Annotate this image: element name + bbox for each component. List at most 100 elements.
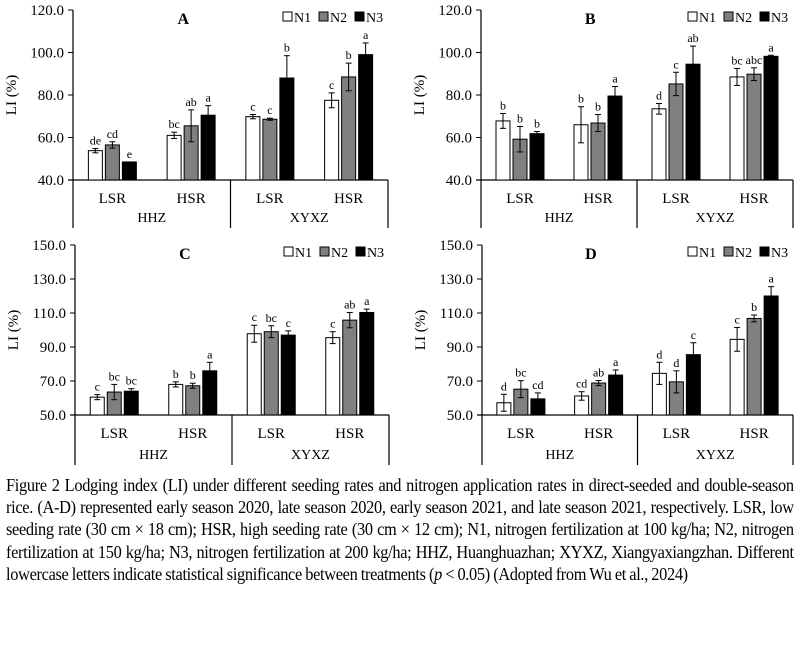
legend-label-n1: N1	[699, 246, 716, 261]
legend-label-n3: N3	[771, 11, 788, 26]
legend-label-n3: N3	[367, 246, 384, 261]
category-label: LSR	[662, 191, 690, 207]
y-tick-label: 80.0	[446, 88, 472, 104]
significance-letter: b	[190, 368, 196, 382]
significance-letter: bc	[126, 374, 137, 388]
panel-c: 50.0 70.0 90.0 110.0 130.0 150.0 LI (%) C N1 N2 N3…	[6, 238, 390, 465]
significance-letter: c	[330, 317, 335, 331]
category-label: LSR	[257, 426, 285, 442]
panel-a: 40.0 60.0 80.0 100.0 120.0 LI (%) A N1 N2 N3 LSR HS…	[4, 3, 389, 228]
bar-n1	[495, 120, 511, 181]
bar-n1	[651, 108, 667, 181]
category-label: LSR	[507, 426, 535, 442]
legend-label-n2: N2	[735, 246, 752, 261]
significance-letter: b	[500, 98, 506, 112]
significance-letter: a	[768, 272, 774, 286]
significance-letter: bc	[731, 53, 742, 67]
legend-swatch-n3	[355, 246, 366, 257]
category-label: HSR	[583, 191, 612, 207]
panel-title: C	[179, 246, 191, 263]
significance-letter: c	[286, 316, 291, 330]
category-label: LSR	[663, 426, 691, 442]
group-label: XYXZ	[696, 211, 735, 226]
y-tick-label: 130.0	[439, 272, 473, 288]
significance-letter: cd	[107, 127, 118, 141]
significance-letter: a	[207, 347, 213, 361]
y-axis-label: LI (%)	[413, 310, 429, 350]
significance-letter: a	[612, 72, 618, 86]
legend-swatch-n2	[319, 246, 330, 257]
significance-letter: d	[673, 356, 679, 370]
significance-letter: a	[363, 28, 369, 42]
y-tick-label: 70.0	[447, 374, 473, 390]
legend-label-n3: N3	[771, 246, 788, 261]
panel-b: 40.0 60.0 80.0 100.0 120.0 LI (%) B N1 N2 N3 LSR HS…	[412, 3, 794, 228]
bar-n3	[608, 374, 624, 416]
significance-letter: ab	[593, 365, 604, 379]
legend-label-n2: N2	[330, 11, 347, 26]
legend-label-n2: N2	[735, 11, 752, 26]
bar-n3	[763, 55, 779, 181]
panel-title: D	[585, 246, 597, 263]
significance-letter: ab	[344, 297, 355, 311]
significance-letter: cd	[532, 378, 543, 392]
significance-letter: c	[95, 380, 100, 394]
bar-n2	[185, 385, 201, 416]
significance-letter: a	[613, 355, 619, 369]
y-axis-label: LI (%)	[6, 310, 22, 350]
significance-letter: b	[578, 92, 584, 106]
bar-n3	[359, 311, 375, 416]
y-tick-label: 100.0	[438, 46, 472, 62]
bar-n1	[168, 383, 184, 416]
bar-n2	[262, 118, 278, 181]
bar-n1	[246, 333, 262, 416]
caption-text-2: < 0.05) (Adopted from Wu et al., 2024)	[441, 563, 688, 584]
group-label: HHZ	[139, 448, 168, 463]
significance-letter: bc	[266, 311, 277, 325]
significance-letter: b	[751, 300, 757, 314]
significance-letter: b	[173, 367, 179, 381]
category-label: HSR	[739, 191, 768, 207]
bar-n1	[729, 76, 745, 181]
y-tick-label: 50.0	[447, 408, 473, 424]
significance-letter: bc	[109, 369, 120, 383]
significance-letter: b	[517, 111, 523, 125]
figure-panels: 40.0 60.0 80.0 100.0 120.0 LI (%) A N1 N2 N3 LSR HS…	[4, 3, 794, 465]
y-tick-label: 150.0	[32, 238, 66, 254]
panel-d: 50.0 70.0 90.0 110.0 130.0 150.0 LI (%) D N1 N2 N3…	[413, 238, 794, 465]
category-label: HSR	[335, 426, 364, 442]
significance-letter: cd	[576, 377, 587, 391]
significance-letter: abc	[746, 53, 763, 67]
category-label: HSR	[178, 426, 207, 442]
significance-letter: c	[329, 78, 334, 92]
legend-label-n1: N1	[294, 11, 311, 26]
y-tick-label: 60.0	[446, 131, 472, 147]
significance-letter: d	[501, 379, 507, 393]
legend-label-n1: N1	[699, 11, 716, 26]
significance-letter: c	[250, 100, 255, 114]
panel-title: A	[177, 11, 189, 28]
group-label: XYXZ	[696, 448, 735, 463]
bar-n2	[263, 331, 279, 416]
legend-swatch-n2	[723, 246, 734, 257]
category-label: LSR	[100, 426, 128, 442]
bar-n2	[746, 73, 762, 181]
bar-n2	[591, 382, 607, 416]
significance-letter: b	[346, 48, 352, 62]
legend-label-n1: N1	[295, 246, 312, 261]
significance-letter: c	[267, 103, 272, 117]
bar-n1	[324, 99, 340, 181]
bar-n2	[104, 144, 120, 181]
bar-n3	[529, 133, 545, 181]
significance-letter: ab	[687, 31, 698, 45]
significance-letter: bc	[168, 117, 179, 131]
category-label: HSR	[334, 191, 363, 207]
legend-swatch-n1	[283, 246, 294, 257]
y-tick-label: 70.0	[40, 374, 66, 390]
legend-swatch-n1	[282, 11, 293, 22]
significance-letter: ab	[185, 95, 196, 109]
significance-letter: a	[364, 294, 370, 308]
panel-title: B	[585, 11, 596, 28]
bar-n3	[123, 390, 139, 416]
significance-letter: d	[656, 89, 662, 103]
